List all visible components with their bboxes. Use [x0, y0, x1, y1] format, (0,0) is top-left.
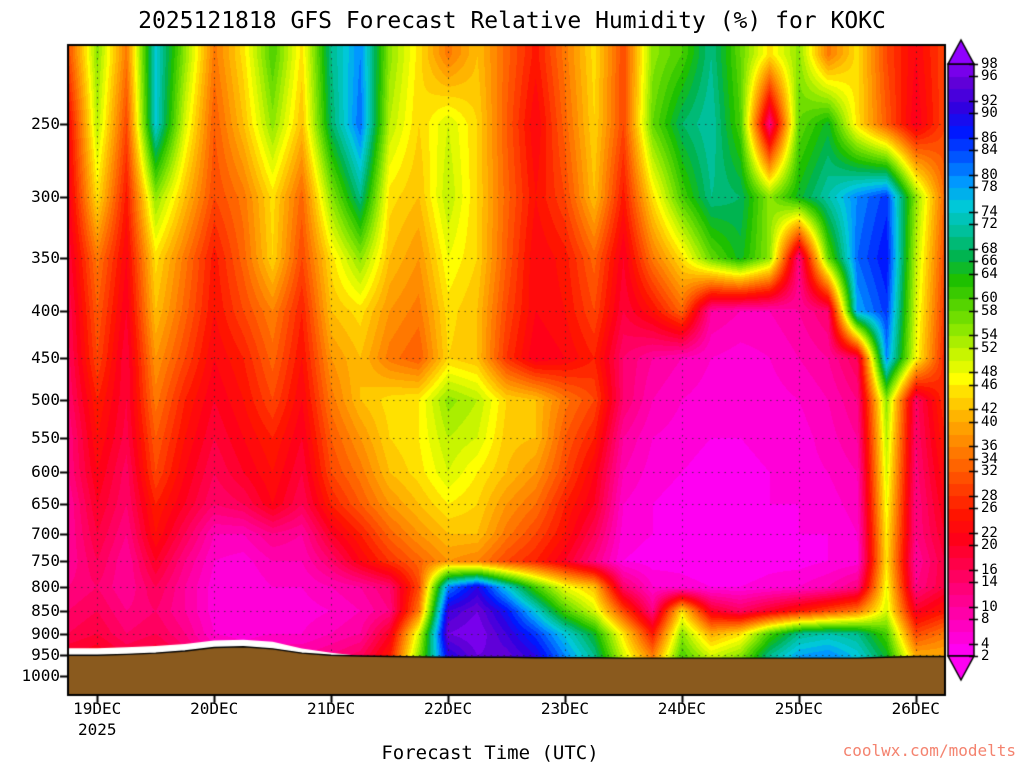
y-tick-label: 850 — [31, 600, 60, 620]
y-tick-label: 600 — [31, 462, 60, 482]
colorbar-label: 60 — [981, 290, 998, 307]
colorbar-label: 90 — [981, 105, 998, 122]
colorbar-label: 16 — [981, 561, 998, 578]
colorbar-label: 52 — [981, 339, 998, 356]
x-tick-label: 23DEC — [540, 699, 590, 718]
colorbar-label: 34 — [981, 450, 998, 467]
y-tick-label: 700 — [31, 523, 60, 543]
colorbar-label: 10 — [981, 598, 998, 615]
y-tick-label: 400 — [31, 300, 60, 320]
colorbar-label: 20 — [981, 537, 998, 553]
x-tick-label: 20DEC — [190, 699, 239, 718]
y-tick-label: 950 — [31, 645, 60, 665]
y-tick-label: 250 — [31, 113, 60, 133]
y-tick-label: 1000 — [21, 665, 60, 685]
colorbar-label: 86 — [981, 130, 998, 146]
colorbar-label: 40 — [981, 413, 998, 430]
colorbar-label: 42 — [981, 401, 998, 418]
colorbar-label: 98 — [981, 56, 998, 72]
y-tick-label: 300 — [31, 186, 60, 206]
colorbar-label: 54 — [981, 327, 998, 344]
x-tick-label: 25DEC — [774, 699, 823, 718]
colorbar-label: 80 — [981, 167, 998, 183]
y-tick-label: 450 — [31, 347, 60, 367]
colorbar-label: 8 — [981, 611, 990, 627]
colorbar-label: 46 — [981, 376, 998, 393]
colorbar-label: 32 — [981, 463, 998, 479]
colorbar-label: 58 — [981, 302, 998, 319]
colorbar-label: 72 — [981, 216, 998, 233]
x-tick-label: 22DEC — [423, 699, 473, 718]
colorbar-label: 74 — [981, 204, 998, 220]
colorbar-label: 68 — [981, 241, 998, 257]
y-tick-label: 500 — [31, 389, 60, 409]
colorbar-label: 66 — [981, 253, 998, 270]
x-tick-label: 26DEC — [891, 699, 940, 718]
y-tick-label: 650 — [31, 494, 60, 514]
colorbar-label: 28 — [981, 487, 998, 504]
colorbar-label: 22 — [981, 524, 998, 541]
colorbar-label: 26 — [981, 500, 998, 516]
colorbar-label: 14 — [981, 574, 998, 590]
y-tick-label: 350 — [31, 247, 60, 267]
x-axis-year-label: 2025 — [77, 720, 117, 739]
colorbar-label: 64 — [981, 265, 998, 282]
colorbar-label: 2 — [981, 648, 990, 664]
colorbar-label: 48 — [981, 364, 998, 381]
x-tick-label: 19DEC — [73, 699, 122, 718]
colorbar-label: 4 — [981, 635, 990, 652]
colorbar-label: 92 — [981, 93, 998, 109]
y-tick-label: 900 — [31, 623, 60, 643]
x-tick-label: 21DEC — [307, 699, 356, 718]
chart-title: 2025121818 GFS Forecast Relative Humidit… — [138, 8, 886, 34]
y-tick-label: 750 — [31, 551, 60, 571]
colorbar-label: 96 — [981, 68, 998, 85]
watermark-text: coolwx.com/modelts — [842, 741, 1016, 760]
y-tick-label: 550 — [31, 427, 60, 447]
colorbar-label: 36 — [981, 438, 998, 455]
colorbar-label: 84 — [981, 142, 998, 159]
y-tick-label: 800 — [31, 576, 60, 596]
colorbar-label: 78 — [981, 179, 998, 196]
x-tick-label: 24DEC — [657, 699, 706, 718]
x-axis-title: Forecast Time (UTC) — [381, 742, 599, 764]
